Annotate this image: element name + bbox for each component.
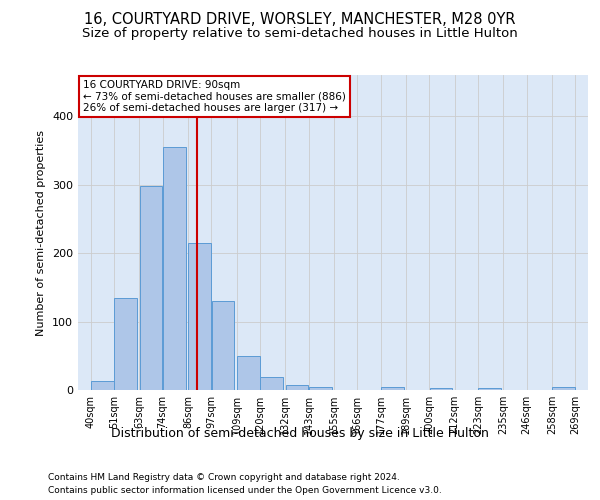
Bar: [478, 388, 501, 390]
Bar: [237, 356, 260, 390]
Bar: [140, 186, 163, 390]
Bar: [309, 388, 332, 390]
Text: 16, COURTYARD DRIVE, WORSLEY, MANCHESTER, M28 0YR: 16, COURTYARD DRIVE, WORSLEY, MANCHESTER…: [84, 12, 516, 28]
Bar: [381, 388, 404, 390]
Bar: [286, 384, 308, 390]
Text: Distribution of semi-detached houses by size in Little Hulton: Distribution of semi-detached houses by …: [111, 428, 489, 440]
Bar: [188, 244, 211, 390]
Bar: [91, 381, 113, 390]
Text: Size of property relative to semi-detached houses in Little Hulton: Size of property relative to semi-detach…: [82, 28, 518, 40]
Bar: [163, 147, 185, 390]
Bar: [114, 298, 137, 390]
Text: 16 COURTYARD DRIVE: 90sqm
← 73% of semi-detached houses are smaller (886)
26% of: 16 COURTYARD DRIVE: 90sqm ← 73% of semi-…: [83, 80, 346, 113]
Bar: [553, 388, 575, 390]
Text: Contains HM Land Registry data © Crown copyright and database right 2024.: Contains HM Land Registry data © Crown c…: [48, 472, 400, 482]
Bar: [430, 388, 452, 390]
Y-axis label: Number of semi-detached properties: Number of semi-detached properties: [37, 130, 46, 336]
Bar: [260, 377, 283, 390]
Text: Contains public sector information licensed under the Open Government Licence v3: Contains public sector information licen…: [48, 486, 442, 495]
Bar: [212, 301, 234, 390]
